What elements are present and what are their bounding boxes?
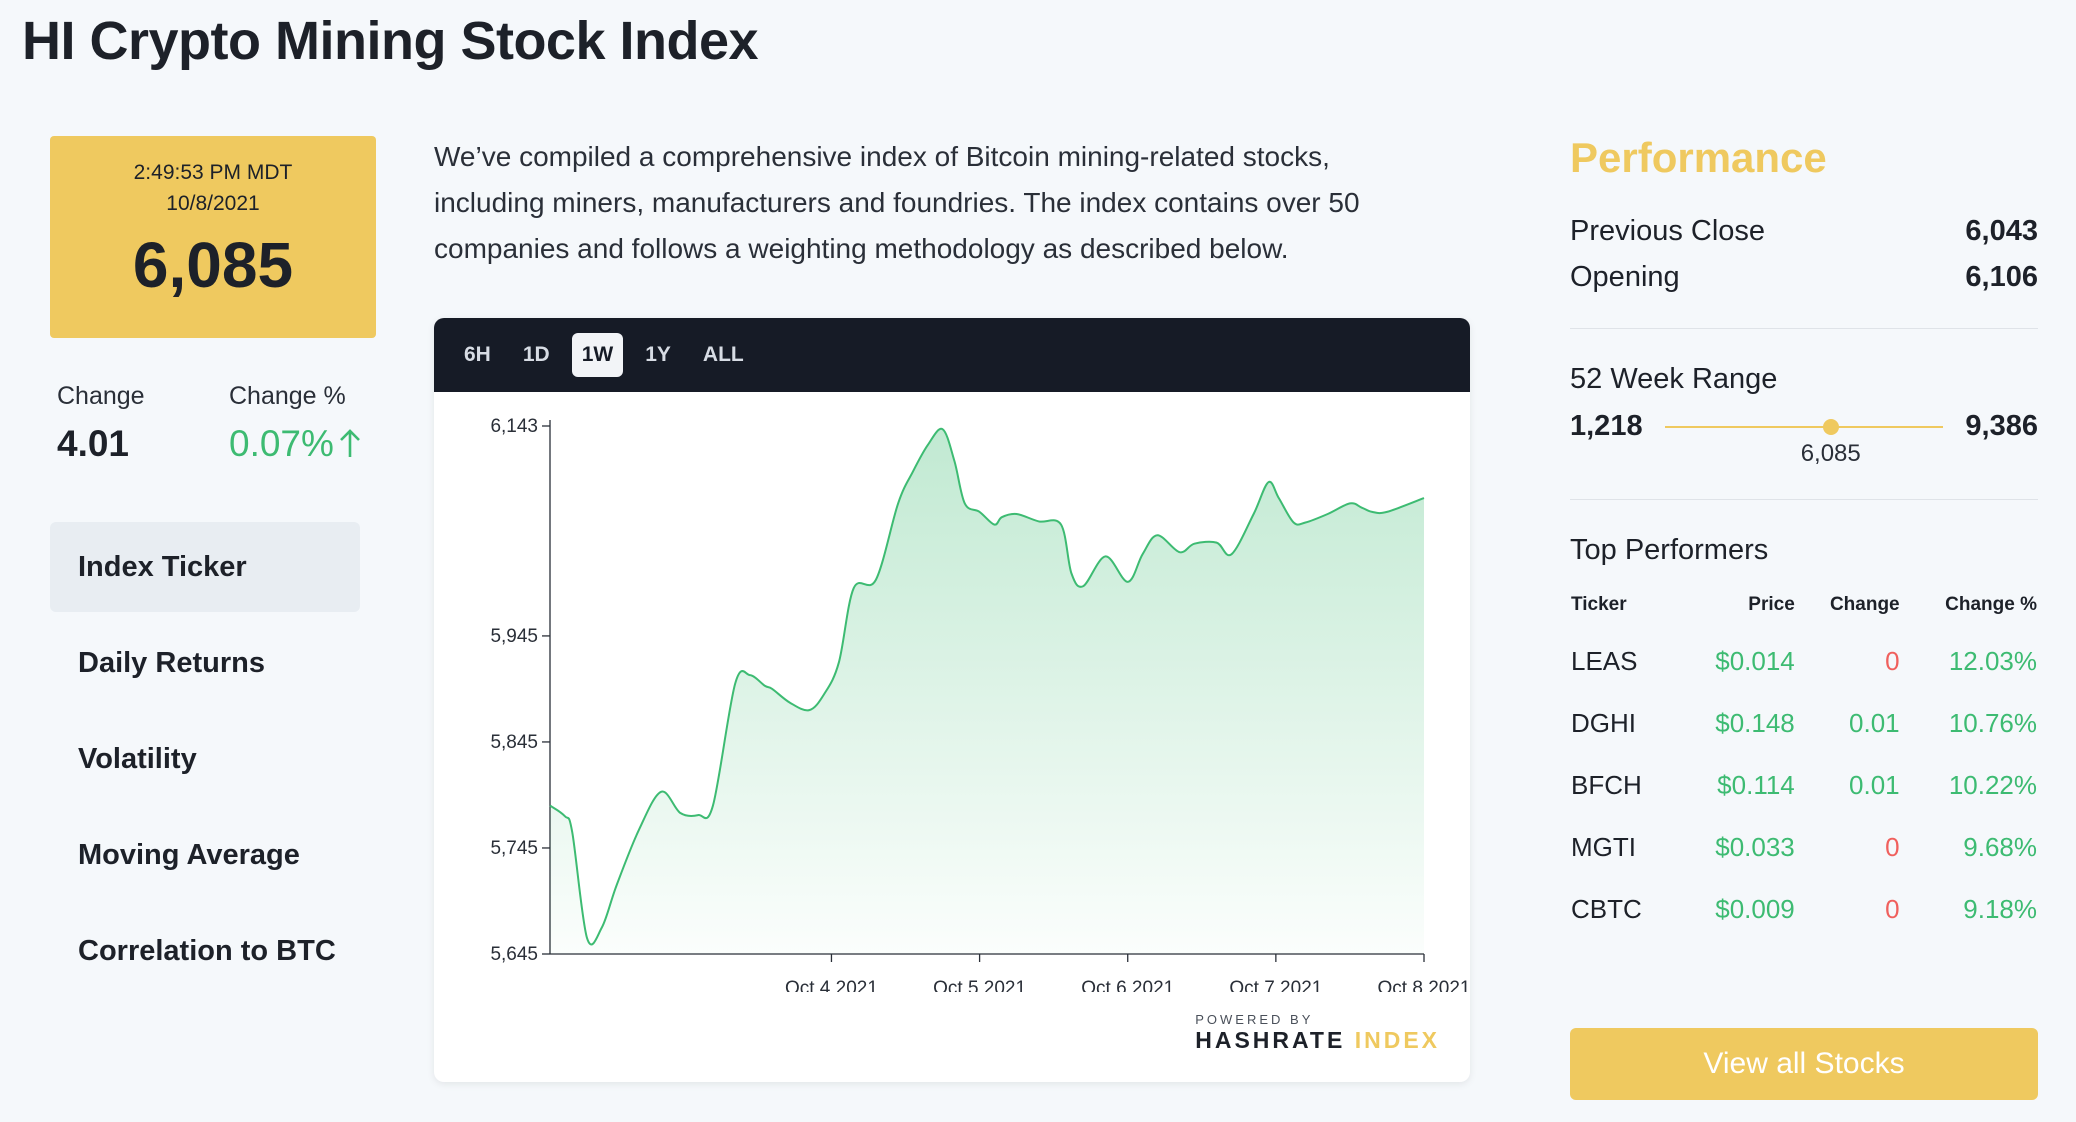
opening-value: 6,106 bbox=[1965, 261, 2038, 293]
change-pct-value: 0.07% bbox=[229, 423, 362, 465]
chart-area bbox=[550, 428, 1424, 954]
chart-line bbox=[549, 427, 1425, 946]
arrow-up-icon bbox=[340, 429, 360, 457]
performance-title: Performance bbox=[1570, 134, 1827, 181]
change-value: 4.01 bbox=[57, 423, 130, 464]
chart-card: 6H 1D 1W 1Y ALL 6,143 5,945 5,845 5,745 5,64… bbox=[434, 318, 1470, 1082]
table-header-row: Ticker Price Change Change % bbox=[1570, 593, 2038, 630]
x-tick-label: Oct 4 2021 bbox=[785, 978, 878, 992]
col-price: Price bbox=[1748, 594, 1795, 615]
nav-item-volatility[interactable]: Volatility bbox=[78, 743, 197, 775]
x-tick-label: Oct 6 2021 bbox=[1081, 978, 1174, 992]
change-cell: 0.01 bbox=[1849, 769, 1900, 800]
range-slider-row: 1,218 6,085 9,386 bbox=[1570, 410, 2038, 467]
change-cell: 0 bbox=[1885, 831, 1900, 862]
change-label: Change bbox=[57, 382, 145, 410]
nav-item-index-ticker[interactable]: Index Ticker bbox=[50, 522, 360, 612]
view-all-stocks-button[interactable]: View all Stocks bbox=[1570, 1028, 2038, 1100]
x-tick-label: Oct 5 2021 bbox=[933, 978, 1026, 992]
x-tick-label: Oct 8 2021 bbox=[1378, 978, 1470, 992]
table-row[interactable]: CBTC $0.009 0 9.18% bbox=[1570, 878, 2038, 940]
price-date: 10/8/2021 bbox=[166, 192, 260, 215]
col-ticker: Ticker bbox=[1571, 594, 1627, 615]
col-change: Change bbox=[1829, 594, 1900, 615]
nav-item-daily-returns[interactable]: Daily Returns bbox=[78, 647, 265, 679]
price-cell: $0.033 bbox=[1715, 831, 1795, 862]
nav-item-moving-average[interactable]: Moving Average bbox=[78, 839, 300, 871]
change-pct-cell: 10.76% bbox=[1948, 707, 2037, 738]
ticker-cell: MGTI bbox=[1571, 831, 1636, 862]
range-all-button[interactable]: ALL bbox=[702, 343, 744, 366]
nav-item-correlation-btc[interactable]: Correlation to BTC bbox=[78, 935, 336, 967]
range-1y-button[interactable]: 1Y bbox=[645, 343, 671, 366]
change-cell: 0.01 bbox=[1849, 707, 1900, 738]
col-change-pct: Change % bbox=[1945, 594, 2037, 615]
previous-close-label: Previous Close bbox=[1570, 215, 1766, 247]
brand-name: HASHRATE bbox=[1195, 1027, 1346, 1053]
price-time: 2:49:53 PM MDT bbox=[133, 161, 293, 184]
divider bbox=[1570, 499, 2038, 500]
change-cell: 0 bbox=[1885, 893, 1900, 924]
range-low: 1,218 bbox=[1570, 410, 1643, 442]
previous-close-row: Previous Close 6,043 bbox=[1570, 208, 2038, 254]
divider bbox=[1570, 328, 2038, 329]
price-value: 6,085 bbox=[132, 229, 294, 301]
top-performers-table: Ticker Price Change Change % LEAS $0.014… bbox=[1570, 593, 2038, 940]
ticker-cell: LEAS bbox=[1571, 645, 1638, 676]
change-pct-label: Change % bbox=[229, 382, 346, 410]
change-pct-cell: 10.22% bbox=[1948, 769, 2037, 800]
sidebar-nav: Index Ticker Daily Returns Volatility Mo… bbox=[50, 522, 360, 1002]
opening-label: Opening bbox=[1570, 261, 1680, 293]
intro-text: We’ve compiled a comprehensive index of … bbox=[434, 141, 1360, 264]
y-tick-label: 5,745 bbox=[490, 838, 538, 859]
ticker-cell: DGHI bbox=[1571, 707, 1636, 738]
performance-panel: Performance Previous Close 6,043 Opening… bbox=[1570, 134, 2038, 940]
y-tick-label: 5,645 bbox=[490, 944, 538, 965]
range-high: 9,386 bbox=[1965, 410, 2038, 442]
y-tick-label: 5,945 bbox=[490, 626, 538, 647]
table-row[interactable]: BFCH $0.114 0.01 10.22% bbox=[1570, 754, 2038, 816]
range-current: 6,085 bbox=[1800, 439, 1861, 467]
ticker-cell: CBTC bbox=[1571, 893, 1642, 924]
page-title: HI Crypto Mining Stock Index bbox=[22, 11, 759, 71]
index-chart[interactable]: 6,143 5,945 5,845 5,745 5,645 Oct 4 2021 Oct 5… bbox=[434, 392, 1470, 992]
change-cell: 0 bbox=[1885, 645, 1900, 676]
range-track: 6,085 bbox=[1664, 418, 1944, 467]
change-pct-cell: 9.68% bbox=[1963, 831, 2037, 862]
range-1d-button[interactable]: 1D bbox=[522, 343, 550, 366]
price-cell: $0.009 bbox=[1715, 893, 1795, 924]
range-6h-button[interactable]: 6H bbox=[464, 343, 491, 366]
table-row[interactable]: MGTI $0.033 0 9.68% bbox=[1570, 816, 2038, 878]
previous-close-value: 6,043 bbox=[1965, 215, 2038, 247]
powered-by-logo: POWERED BY HASHRATE INDEX bbox=[1195, 1012, 1440, 1054]
range-1w-button[interactable]: 1W bbox=[571, 333, 624, 377]
current-price-card: 2:49:53 PM MDT 10/8/2021 6,085 bbox=[50, 136, 376, 338]
range-marker bbox=[1822, 418, 1839, 435]
price-cell: $0.014 bbox=[1715, 645, 1795, 676]
brand-logo: HASHRATE INDEX bbox=[1195, 1027, 1440, 1054]
change-pct-cell: 9.18% bbox=[1963, 893, 2037, 924]
top-performers-title: Top Performers bbox=[1570, 534, 1769, 566]
change-block: Change 4.01 bbox=[57, 382, 145, 465]
price-cell: $0.148 bbox=[1715, 707, 1795, 738]
table-row[interactable]: LEAS $0.014 0 12.03% bbox=[1570, 630, 2038, 692]
price-cell: $0.114 bbox=[1717, 769, 1795, 800]
change-pct-text: 0.07% bbox=[229, 423, 334, 464]
powered-by-label: POWERED BY bbox=[1195, 1012, 1314, 1027]
brand-accent: INDEX bbox=[1354, 1027, 1440, 1053]
table-row[interactable]: DGHI $0.148 0.01 10.76% bbox=[1570, 692, 2038, 754]
range-label: 52 Week Range bbox=[1570, 363, 1778, 395]
opening-row: Opening 6,106 bbox=[1570, 254, 2038, 300]
change-pct-cell: 12.03% bbox=[1948, 645, 2037, 676]
y-tick-label: 5,845 bbox=[490, 732, 538, 753]
change-pct-block: Change % 0.07% bbox=[229, 382, 362, 465]
ticker-cell: BFCH bbox=[1571, 769, 1642, 800]
y-tick-label: 6,143 bbox=[490, 416, 538, 437]
range-toolbar: 6H 1D 1W 1Y ALL bbox=[434, 318, 1470, 392]
x-tick-label: Oct 7 2021 bbox=[1229, 978, 1322, 992]
